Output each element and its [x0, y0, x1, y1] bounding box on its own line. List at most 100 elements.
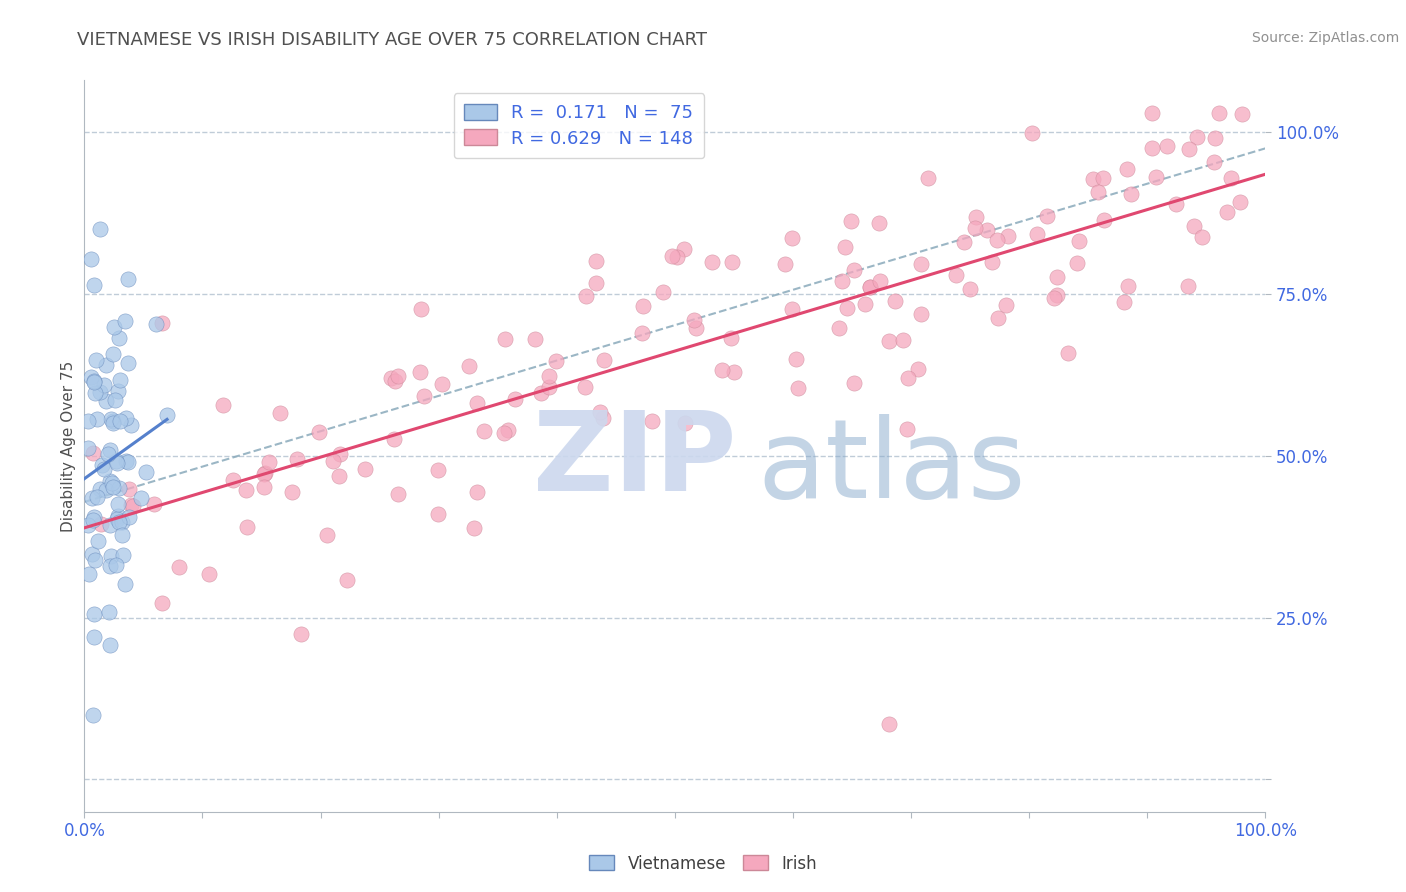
Point	[108, 481, 131, 495]
Point	[105, 512, 128, 526]
Point	[79, 369, 101, 384]
Point	[651, 285, 673, 299]
Point	[787, 380, 810, 394]
Point	[122, 499, 145, 513]
Point	[1066, 256, 1088, 270]
Point	[105, 558, 128, 572]
Point	[1219, 171, 1241, 186]
Point	[588, 404, 610, 418]
Point	[98, 474, 121, 488]
Point	[1081, 171, 1104, 186]
Point	[77, 517, 100, 532]
Point	[329, 447, 352, 461]
Point	[336, 573, 359, 587]
Point	[1057, 346, 1080, 360]
Point	[83, 630, 105, 644]
Point	[83, 607, 105, 621]
Point	[1092, 212, 1115, 227]
Point	[281, 484, 304, 499]
Point	[328, 469, 350, 483]
Point	[89, 221, 111, 235]
Point	[387, 487, 409, 501]
Point	[80, 491, 103, 505]
Point	[842, 262, 865, 277]
Point	[235, 483, 257, 497]
Point	[965, 210, 987, 224]
Point	[115, 454, 138, 468]
Point	[118, 482, 141, 496]
Point	[322, 454, 344, 468]
Point	[492, 425, 515, 440]
Point	[252, 480, 274, 494]
Point	[1091, 171, 1114, 186]
Point	[82, 513, 104, 527]
Point	[494, 332, 516, 346]
Point	[105, 456, 128, 470]
Point	[98, 518, 121, 533]
Point	[907, 362, 929, 376]
Point	[720, 331, 742, 345]
Point	[465, 396, 488, 410]
Point	[107, 497, 129, 511]
Point	[150, 596, 173, 610]
Point	[101, 480, 124, 494]
Point	[101, 475, 124, 490]
Text: atlas: atlas	[758, 415, 1026, 522]
Point	[426, 507, 449, 521]
Point	[82, 707, 104, 722]
Point	[496, 423, 519, 437]
Point	[111, 516, 134, 530]
Point	[1021, 126, 1043, 140]
Point	[82, 446, 104, 460]
Point	[117, 455, 139, 469]
Point	[1177, 279, 1199, 293]
Point	[79, 252, 101, 267]
Point	[1036, 209, 1059, 223]
Point	[427, 463, 450, 477]
Point	[682, 313, 704, 327]
Point	[118, 510, 141, 524]
Point	[107, 509, 129, 524]
Point	[575, 289, 598, 303]
Point	[827, 321, 849, 335]
Point	[101, 414, 124, 428]
Point	[77, 441, 100, 455]
Point	[997, 228, 1019, 243]
Point	[834, 240, 856, 254]
Point	[995, 297, 1018, 311]
Point	[1069, 234, 1091, 248]
Point	[222, 473, 245, 487]
Point	[100, 412, 122, 426]
Point	[94, 359, 117, 373]
Point	[114, 314, 136, 328]
Point	[94, 394, 117, 409]
Point	[1204, 131, 1226, 145]
Point	[93, 462, 115, 476]
Point	[104, 393, 127, 408]
Point	[269, 406, 291, 420]
Point	[530, 386, 553, 401]
Point	[142, 497, 165, 511]
Point	[465, 484, 488, 499]
Point	[897, 371, 920, 385]
Text: VIETNAMESE VS IRISH DISABILITY AGE OVER 75 CORRELATION CHART: VIETNAMESE VS IRISH DISABILITY AGE OVER …	[77, 31, 707, 49]
Point	[839, 214, 862, 228]
Point	[1229, 194, 1251, 209]
Point	[198, 567, 221, 582]
Point	[1182, 219, 1205, 233]
Point	[859, 280, 882, 294]
Point	[538, 369, 561, 384]
Point	[90, 517, 112, 532]
Point	[212, 398, 235, 412]
Point	[1215, 204, 1237, 219]
Point	[107, 384, 129, 398]
Point	[661, 249, 683, 263]
Point	[723, 366, 745, 380]
Point	[83, 376, 105, 390]
Point	[98, 559, 121, 574]
Point	[285, 452, 308, 467]
Point	[86, 412, 108, 426]
Point	[430, 376, 453, 391]
Legend: R =  0.171   N =  75, R = 0.629   N = 148: R = 0.171 N = 75, R = 0.629 N = 148	[454, 93, 704, 159]
Point	[156, 408, 179, 422]
